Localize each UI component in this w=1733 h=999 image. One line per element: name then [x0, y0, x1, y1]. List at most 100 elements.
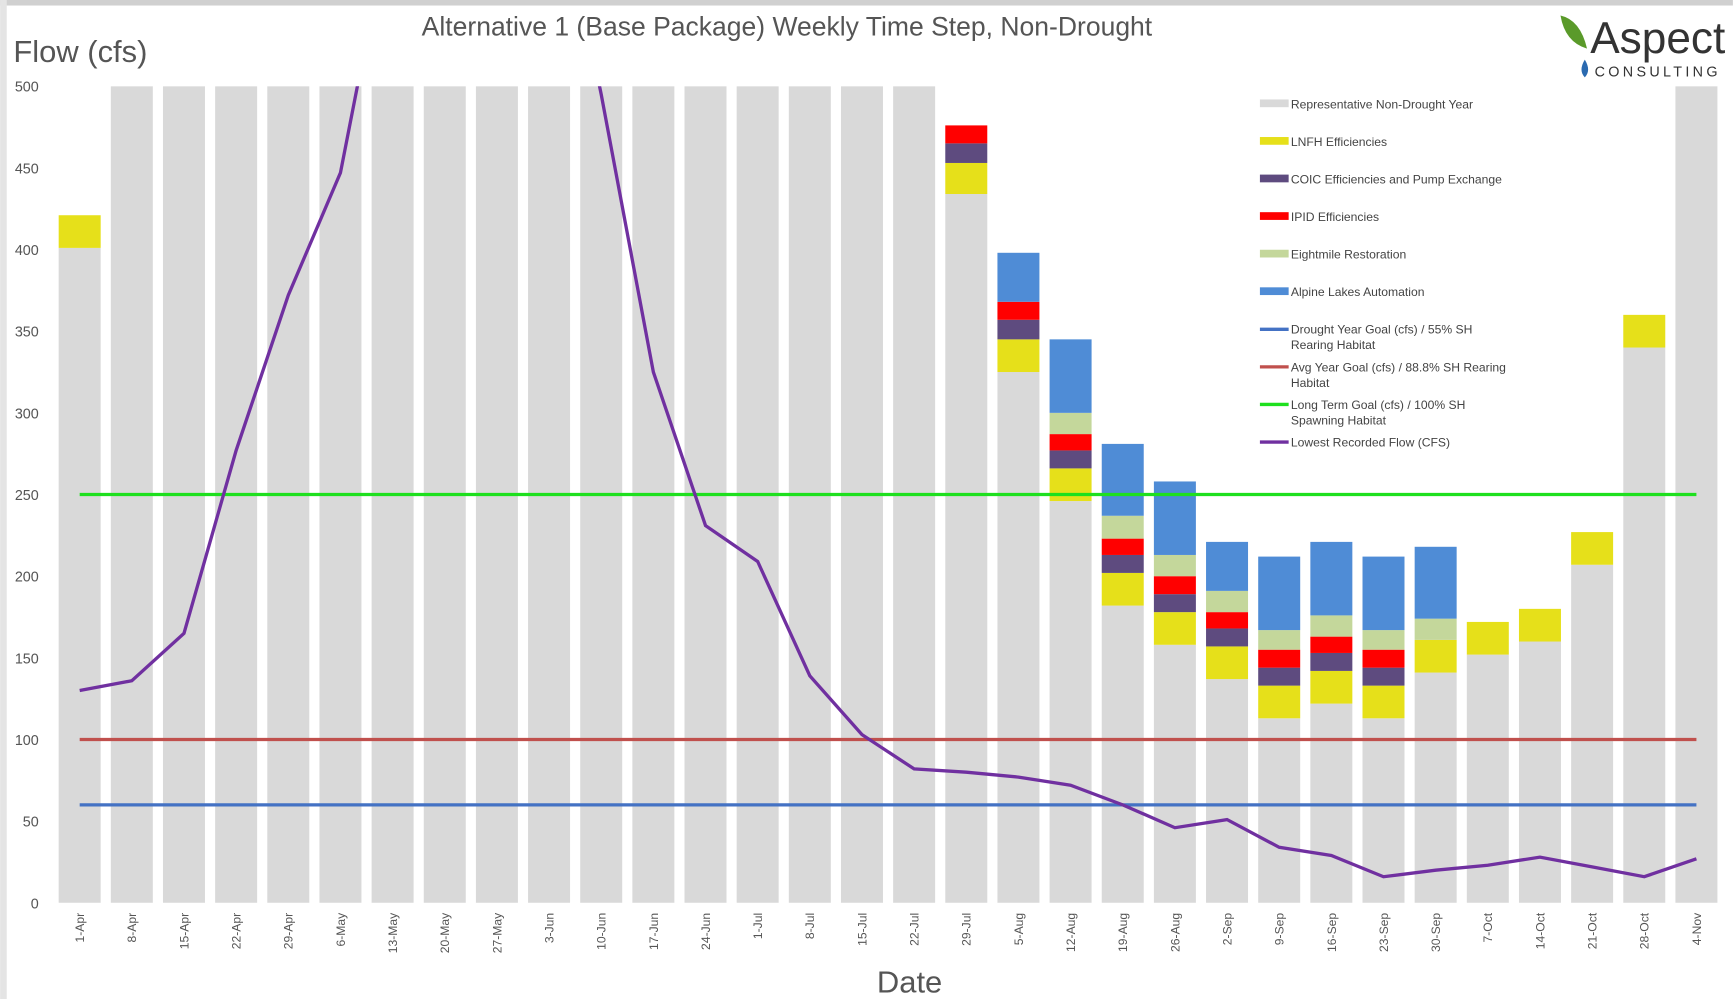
bar-segment — [1310, 636, 1353, 653]
x-tick-label: 8-Apr — [125, 913, 139, 943]
y-tick-label: 300 — [15, 406, 39, 422]
y-tick-label: 450 — [15, 161, 39, 177]
bar-segment — [1571, 564, 1614, 903]
x-tick-label: 1-Jul — [751, 913, 765, 939]
bar-segment — [997, 301, 1040, 320]
y-tick-label: 50 — [23, 815, 39, 831]
bar-segment — [1258, 667, 1301, 686]
bar-segment — [945, 125, 988, 144]
bar-segment — [945, 143, 988, 163]
x-tick-label: 5-Aug — [1012, 913, 1026, 945]
x-tick-label: 19-Aug — [1116, 913, 1130, 952]
bar-segment — [1206, 628, 1249, 647]
logo-drop — [1581, 59, 1589, 78]
x-tick-label: 16-Sep — [1325, 913, 1339, 952]
bar-segment — [1049, 339, 1092, 413]
legend-label: Drought Year Goal (cfs) / 55% SH Rearing … — [1291, 323, 1473, 352]
legend-label: Representative Non-Drought Year — [1291, 97, 1473, 111]
legend-label: IPID Efficiencies — [1291, 210, 1379, 224]
bar-segment — [1362, 556, 1405, 631]
bar-segment — [1518, 641, 1561, 903]
bar-segment — [1153, 644, 1196, 903]
y-axis-title: Flow (cfs) — [13, 34, 147, 69]
bar-segment — [997, 372, 1040, 903]
bar-segment — [1258, 630, 1301, 650]
bar-segment — [1362, 667, 1405, 686]
bar-segment — [1362, 649, 1405, 668]
bar-segment — [1258, 649, 1301, 668]
legend-swatch — [1259, 212, 1289, 220]
x-tick-label: 20-May — [438, 912, 452, 953]
legend-label: COIC Efficiencies and Pump Exchange — [1291, 172, 1502, 186]
legend-label: LNFH Efficiencies — [1291, 135, 1387, 149]
x-tick-label: 26-Aug — [1168, 913, 1182, 952]
y-tick-label: 150 — [15, 651, 39, 667]
bar-segment — [1101, 554, 1144, 573]
bar-segment — [1153, 554, 1196, 577]
y-tick-label: 100 — [15, 733, 39, 749]
bar-segment — [1153, 612, 1196, 645]
bar-segment — [1623, 347, 1666, 903]
bar-segment — [58, 247, 101, 903]
bar-segment — [1153, 481, 1196, 555]
x-tick-label: 10-Jun — [595, 913, 609, 950]
bar-segment — [1258, 556, 1301, 631]
bar-segment — [1049, 412, 1092, 435]
legend-label: Eightmile Restoration — [1291, 248, 1406, 262]
x-tick-label: 3-Jun — [542, 913, 556, 943]
x-tick-label: 1-Apr — [73, 913, 87, 943]
logo-name: Aspect — [1590, 14, 1725, 63]
bar-segment — [1153, 576, 1196, 595]
bar-segment — [1206, 646, 1249, 680]
legend-swatch — [1259, 99, 1289, 108]
bar-segment — [1362, 685, 1405, 719]
bar-segment — [1101, 538, 1144, 555]
bar-segment — [1101, 605, 1144, 903]
y-tick-label: 200 — [15, 570, 39, 586]
bar-segment — [1206, 612, 1249, 629]
bar-segment — [1049, 434, 1092, 451]
legend: Representative Non-Drought Year LNFH Effi… — [1251, 90, 1515, 458]
legend-label: Avg Year Goal (cfs) / 88.8% SH Rearing Ha… — [1291, 360, 1506, 389]
top-border — [0, 0, 1733, 6]
bar-segment — [997, 339, 1040, 373]
legend-swatch — [1259, 287, 1289, 296]
bar-segment — [1310, 652, 1353, 671]
bar-segment — [1101, 443, 1144, 516]
x-tick-label: 13-May — [386, 912, 400, 953]
y-tick-label: 500 — [15, 80, 39, 96]
x-tick-label: 22-Jul — [908, 913, 922, 946]
x-tick-label: 8-Jul — [803, 913, 817, 939]
bar-segment — [945, 193, 988, 903]
logo-leaf — [1560, 15, 1588, 49]
legend-swatch — [1259, 137, 1289, 145]
bar-segment — [1206, 590, 1249, 613]
x-tick-label: 28-Oct — [1638, 912, 1652, 949]
logo-subtitle: CONSULTING — [1595, 64, 1721, 80]
x-tick-label: 15-Jul — [855, 913, 869, 946]
bar-segment — [1414, 546, 1457, 619]
y-tick-label: 0 — [31, 896, 39, 912]
x-tick-label: 29-Apr — [282, 913, 296, 949]
bar-segment — [1310, 541, 1353, 616]
bar-segment — [1414, 672, 1457, 903]
bar-segment — [1310, 670, 1353, 704]
legend-label: Lowest Recorded Flow (CFS) — [1291, 435, 1450, 449]
x-tick-label: 14-Oct — [1533, 912, 1547, 949]
x-tick-label: 27-May — [490, 912, 504, 953]
bar-segment — [1571, 532, 1614, 565]
legend-label: Alpine Lakes Automation — [1291, 285, 1425, 299]
left-border — [0, 0, 7, 999]
x-tick-label: 30-Sep — [1429, 913, 1443, 952]
legend-swatch — [1259, 249, 1289, 258]
x-tick-label: 24-Jun — [699, 913, 713, 950]
bar-segment — [1101, 515, 1144, 539]
x-tick-label: 22-Apr — [230, 913, 244, 949]
bar-segment — [1518, 608, 1561, 642]
logo: Aspect CONSULTING — [1560, 14, 1725, 80]
bar-segment — [945, 162, 988, 194]
y-tick-label: 350 — [15, 325, 39, 341]
y-tick-label: 250 — [15, 488, 39, 504]
x-tick-label: 12-Aug — [1064, 913, 1078, 952]
